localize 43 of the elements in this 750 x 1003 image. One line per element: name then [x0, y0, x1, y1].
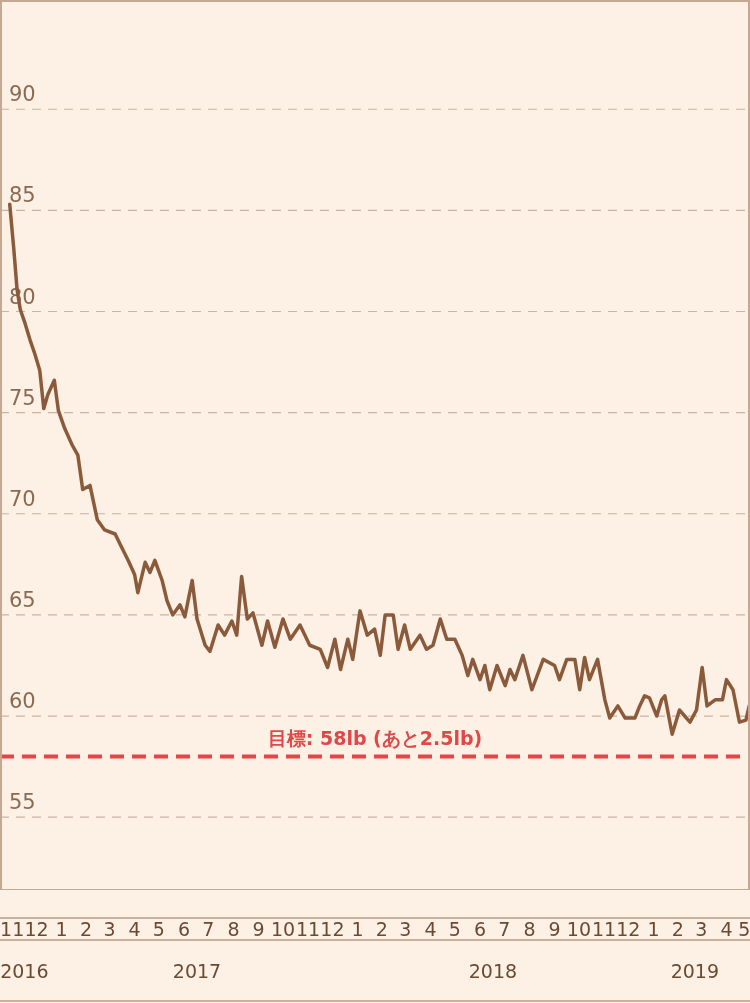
y-tick-label: 85 [9, 183, 36, 208]
x-tick-label: 1 [351, 918, 364, 940]
x-tick-label: 1 [647, 918, 660, 940]
x-tick-label: 7 [202, 918, 215, 940]
x-tick-label: 3 [399, 918, 412, 940]
x-tick-label: 11 [296, 918, 321, 940]
x-tick-label: 12 [320, 918, 345, 940]
x-tick-label: 3 [103, 918, 116, 940]
x-tick-label: 12 [616, 918, 641, 940]
x-tick-label: 4 [128, 918, 141, 940]
x-tick-label: 3 [695, 918, 708, 940]
x-tick-label: 8 [523, 918, 536, 940]
x-tick-label: 10 [566, 918, 592, 940]
y-tick-label: 90 [9, 82, 36, 107]
x2-tick-label: 2018 [468, 960, 518, 982]
x-tick-label: 2 [671, 918, 684, 940]
x2-tick-label: 2016 [0, 960, 49, 982]
x2-tick-label: 2017 [172, 960, 222, 982]
x-tick-label: 6 [178, 918, 191, 940]
x-tick-label: 2 [375, 918, 388, 940]
x-tick-label: 5 [738, 918, 750, 940]
x-tick-label: 11 [591, 918, 617, 940]
y-tick-label: 55 [9, 790, 36, 815]
x-tick-label: 1 [55, 918, 68, 940]
x-tick-label: 7 [498, 918, 511, 940]
y-tick-label: 65 [9, 587, 36, 612]
x-tick-label: 10 [270, 918, 296, 940]
x2-tick-label: 2019 [670, 960, 720, 982]
x-tick-label: 8 [227, 918, 240, 940]
x-tick-label: 9 [252, 918, 265, 940]
y-tick-label: 75 [9, 385, 36, 410]
x-tick-label: 2 [79, 918, 92, 940]
y-tick-label: 70 [9, 486, 36, 511]
x-tick-label: 4 [720, 918, 733, 940]
x-tick-label: 4 [424, 918, 437, 940]
ref-line-label: 目標: 58lb (あと2.5lb) [267, 726, 483, 749]
x-tick-label: 12 [24, 918, 49, 940]
x-tick-label: 6 [473, 918, 487, 940]
x-tick-label: 9 [548, 918, 561, 940]
x-tick-label: 5 [448, 918, 461, 940]
x-tick-label: 5 [152, 918, 165, 940]
y-tick-label: 60 [9, 689, 36, 714]
x-tick-label: 11 [0, 918, 25, 940]
